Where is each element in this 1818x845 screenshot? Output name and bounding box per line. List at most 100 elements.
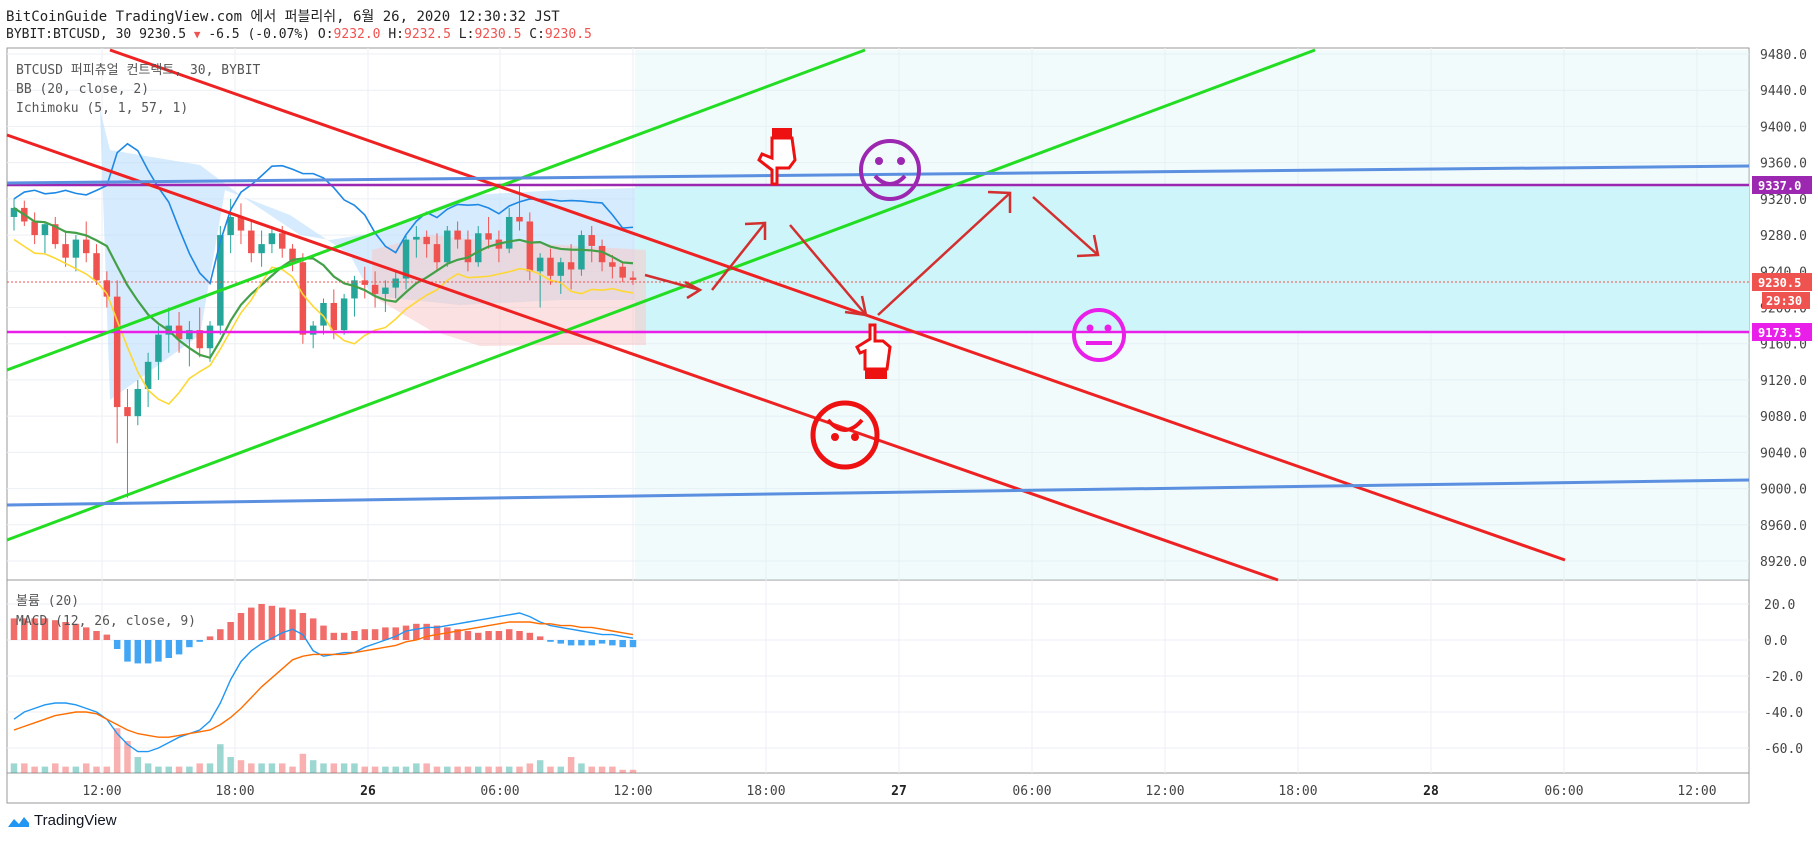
macd-hist-bar-12 bbox=[134, 640, 142, 664]
macd-hist-bar-47 bbox=[495, 631, 503, 640]
macd-hist-bar-48 bbox=[505, 629, 513, 640]
macd-hist-bar-44 bbox=[464, 631, 472, 640]
volume-bar-57 bbox=[598, 766, 606, 773]
candle-body-46 bbox=[485, 233, 492, 240]
volume-bar-58 bbox=[609, 766, 616, 773]
price-tick-13: 8960.0 bbox=[1760, 519, 1807, 534]
candle-body-53 bbox=[557, 262, 565, 276]
candle-body-58 bbox=[609, 262, 616, 267]
volume-bar-25 bbox=[268, 763, 276, 773]
volume-bar-55 bbox=[578, 763, 585, 773]
legend-symbol: BTCUSD 퍼피츄얼 컨트랙트, 30, BYBIT bbox=[16, 63, 261, 78]
macd-hist-bar-33 bbox=[351, 631, 358, 640]
magenta-price-tag bbox=[1752, 323, 1812, 341]
candle-body-20 bbox=[217, 235, 224, 326]
volume-bar-8 bbox=[93, 766, 100, 773]
green-trend-line-upper[interactable] bbox=[6, 48, 866, 372]
volume-bar-53 bbox=[557, 766, 565, 773]
arrow-1-head bbox=[684, 280, 703, 300]
macd-hist-bar-32 bbox=[340, 632, 348, 640]
volume-bar-39 bbox=[413, 763, 420, 773]
arrow-3 bbox=[789, 224, 867, 316]
macd-hist-bar-6 bbox=[72, 623, 80, 640]
macd-tick-3: -40.0 bbox=[1764, 706, 1803, 721]
chart-frame bbox=[6, 47, 1750, 804]
candle-body-33 bbox=[351, 280, 358, 299]
blue-trend-line-lower[interactable] bbox=[6, 478, 1750, 507]
purple-price-tag bbox=[1752, 176, 1812, 194]
green-trend-line-lower[interactable] bbox=[6, 48, 1316, 542]
candle-body-17 bbox=[186, 330, 193, 340]
price-tick-10: 9080.0 bbox=[1760, 410, 1807, 425]
time-axis[interactable]: 12:00 18:00 26 06:00 12:00 18:00 27 06:00 12:00 1… bbox=[82, 784, 1716, 799]
candle-body-44 bbox=[464, 239, 472, 263]
macd-hist-bar-1 bbox=[21, 618, 28, 640]
price-tick-12: 9000.0 bbox=[1760, 483, 1807, 498]
volume-bar-28 bbox=[299, 753, 307, 773]
blue-trend-line-upper[interactable] bbox=[6, 164, 1750, 185]
volume-bar-35 bbox=[371, 766, 379, 773]
volume-bar-14 bbox=[155, 766, 162, 773]
red-trend-line-lower[interactable] bbox=[6, 133, 1279, 582]
tradingview-logo[interactable]: TradingView bbox=[6, 812, 117, 829]
price-tick-9: 9120.0 bbox=[1760, 374, 1807, 389]
high-label: H: bbox=[388, 27, 404, 42]
countdown-tag bbox=[1762, 292, 1810, 309]
macd-hist-bar-56 bbox=[588, 640, 595, 646]
forecast-arrows bbox=[644, 190, 1100, 317]
legend-ichimoku: Ichimoku (5, 1, 57, 1) bbox=[16, 101, 188, 116]
macd-hist-bar-14 bbox=[155, 640, 162, 662]
candle-body-50 bbox=[526, 221, 534, 272]
close-label: C: bbox=[529, 27, 545, 42]
macd-hist-bar-52 bbox=[547, 640, 554, 642]
candle-body-39 bbox=[413, 236, 420, 240]
time-tick-12: 12:00 bbox=[1677, 784, 1716, 799]
volume-bar-12 bbox=[134, 757, 142, 773]
volume-bar-43 bbox=[454, 766, 461, 773]
red-trend-line-upper[interactable] bbox=[109, 48, 1566, 562]
candle-body-59 bbox=[619, 266, 626, 278]
candle-body-38 bbox=[402, 239, 410, 279]
volume-bar-29 bbox=[309, 760, 317, 773]
macd-hist-bar-5 bbox=[62, 622, 69, 640]
candle-body-13 bbox=[144, 361, 152, 389]
candle-body-31 bbox=[330, 302, 338, 331]
time-tick-8: 12:00 bbox=[1145, 784, 1184, 799]
macd-hist-bar-43 bbox=[454, 629, 461, 640]
macd-hist-bar-9 bbox=[103, 634, 111, 640]
time-tick-1: 18:00 bbox=[215, 784, 254, 799]
low-label: L: bbox=[458, 27, 475, 42]
arrow-3-head bbox=[844, 295, 868, 317]
volume-bar-22 bbox=[237, 760, 245, 773]
candle-body-43 bbox=[454, 230, 461, 240]
current-price-label: 9230.5 bbox=[1758, 276, 1801, 290]
volume-bar-27 bbox=[289, 766, 296, 773]
overlay-lines bbox=[13, 142, 634, 406]
macd-hist-bar-24 bbox=[258, 604, 265, 640]
smile-face-icon bbox=[859, 139, 921, 201]
open-label: O: bbox=[317, 27, 334, 42]
pointing-hand-down-icon bbox=[757, 128, 797, 186]
macd-hist-bar-7 bbox=[82, 627, 90, 640]
macd-hist-bar-0 bbox=[10, 618, 18, 640]
candle-body-34 bbox=[361, 280, 369, 285]
volume-bar-0 bbox=[10, 763, 18, 773]
volume-bar-37 bbox=[392, 766, 399, 773]
macd-hist-bar-37 bbox=[392, 627, 399, 640]
volume-bar-30 bbox=[320, 763, 327, 773]
macd-hist-bar-15 bbox=[165, 640, 172, 658]
volume-bar-3 bbox=[41, 766, 49, 773]
candle-body-32 bbox=[340, 298, 348, 331]
macd-axis[interactable]: 20.0 0.0 -20.0 -40.0 -60.0 bbox=[1764, 598, 1803, 757]
purple-price-label: 9337.0 bbox=[1758, 179, 1801, 193]
signal-line bbox=[13, 621, 634, 738]
legend-bb: BB (20, close, 2) bbox=[16, 82, 149, 97]
macd-hist-bar-36 bbox=[382, 627, 389, 640]
candle-body-3 bbox=[41, 224, 49, 236]
volume-bar-2 bbox=[31, 766, 38, 773]
volume-bar-32 bbox=[340, 763, 348, 773]
price-tick-8: 9160.0 bbox=[1760, 338, 1807, 353]
price-axis[interactable]: 9480.09440.09400.09360.09320.09280.09240… bbox=[1760, 48, 1807, 570]
volume-bar-40 bbox=[423, 763, 430, 773]
